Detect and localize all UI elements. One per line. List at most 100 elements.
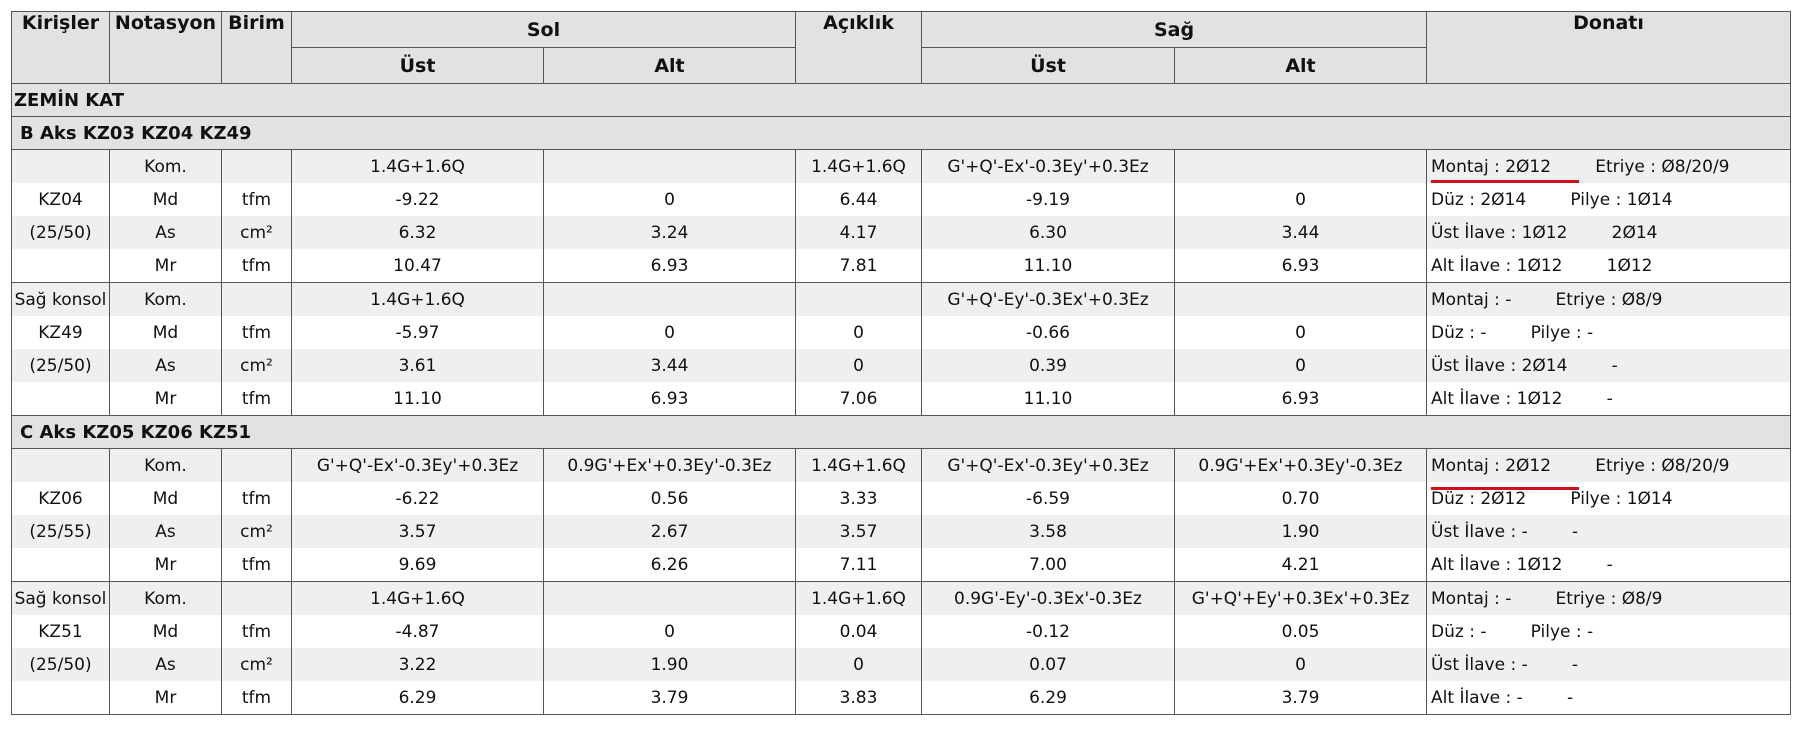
data-row: Kom. 1.4G+1.6Q 1.4G+1.6Q G'+Q'-Ex'-0.3Ey'+0… <box>11 149 1792 183</box>
empty-cell <box>11 681 110 715</box>
donati-text: Üst İlave : 1Ø12 <box>1431 222 1568 243</box>
cell: -6.59 <box>921 482 1175 515</box>
donati-cell: Üst İlave : 1Ø12 2Ø14 <box>1426 216 1792 249</box>
cell: 0 <box>1173 316 1428 349</box>
cell: 0.39 <box>921 349 1175 382</box>
cell: (25/55) <box>11 515 110 548</box>
cell: Mr <box>109 249 222 283</box>
cell: 9.69 <box>291 548 544 582</box>
cell: 0.9G'-Ey'-0.3Ex'-0.3Ez <box>921 581 1175 615</box>
cell: G'+Q'-Ex'-0.3Ey'+0.3Ez <box>291 448 544 482</box>
cell: 6.44 <box>795 183 922 216</box>
cell: -9.19 <box>921 183 1175 216</box>
cell: tfm <box>221 316 292 349</box>
data-row: Sağ konsol Kom. 1.4G+1.6Q G'+Q'-Ey'-0.3Ex'+… <box>11 282 1792 316</box>
donati-text: Alt İlave : 1Ø12 <box>1431 554 1563 575</box>
donati-text: - <box>1606 554 1613 575</box>
cell: 0 <box>795 316 922 349</box>
donati-text: Pilye : - <box>1530 322 1594 343</box>
empty-cell <box>1173 282 1428 316</box>
cell: cm² <box>221 648 292 681</box>
donati-text: Etriye : Ø8/20/9 <box>1595 455 1730 476</box>
donati-text: 2Ø14 <box>1611 222 1658 243</box>
donati-text: Üst İlave : - <box>1431 521 1528 542</box>
donati-cell: Alt İlave : - - <box>1426 681 1792 715</box>
cell: 0.9G'+Ex'+0.3Ey'-0.3Ez <box>543 448 796 482</box>
empty-cell <box>11 149 110 183</box>
cell: 2.67 <box>543 515 796 548</box>
cell: Md <box>109 615 222 648</box>
empty-cell <box>221 282 292 316</box>
cell: -6.22 <box>291 482 544 515</box>
cell: 3.22 <box>291 648 544 681</box>
cell: tfm <box>221 548 292 582</box>
cell: tfm <box>221 482 292 515</box>
donati-cell: Alt İlave : 1Ø12 1Ø12 <box>1426 249 1792 283</box>
cell: KZ04 <box>11 183 110 216</box>
cell: 3.24 <box>543 216 796 249</box>
cell: Mr <box>109 681 222 715</box>
donati-text: Alt İlave : 1Ø12 <box>1431 388 1563 409</box>
donati-cell: Üst İlave : 2Ø14 - <box>1426 349 1792 382</box>
header-cell: Sol <box>291 11 796 48</box>
empty-cell <box>11 249 110 283</box>
empty-cell <box>221 149 292 183</box>
cell: (25/50) <box>11 349 110 382</box>
data-row: (25/50) As cm² 3.61 3.44 0 0.39 0 Üst İlave : 2Ø… <box>11 349 1792 382</box>
empty-cell <box>1173 149 1428 183</box>
data-row: (25/55) As cm² 3.57 2.67 3.57 3.58 1.90 Üst İlav… <box>11 515 1792 548</box>
cell: 1.4G+1.6Q <box>795 149 922 183</box>
data-row: KZ51 Md tfm -4.87 0 0.04 -0.12 0.05 Düz : - Pilye… <box>11 615 1792 648</box>
donati-text: Düz : 2Ø12 <box>1431 488 1527 509</box>
header-cell: Birim <box>221 11 292 84</box>
cell: (25/50) <box>11 648 110 681</box>
cell: 0.9G'+Ex'+0.3Ey'-0.3Ez <box>1173 448 1428 482</box>
cell: 1.4G+1.6Q <box>795 448 922 482</box>
cell: Sağ konsol <box>11 581 110 615</box>
donati-text: - <box>1611 355 1618 376</box>
data-row: KZ49 Md tfm -5.97 0 0 -0.66 0 Düz : - Pilye : - <box>11 316 1792 349</box>
donati-cell: Montaj : - Etriye : Ø8/9 <box>1426 581 1792 615</box>
cell: 11.10 <box>921 382 1175 416</box>
cell: 4.17 <box>795 216 922 249</box>
empty-cell <box>543 282 796 316</box>
beam-table: Kirişler Notasyon Birim Sol Açıklık Sağ … <box>10 11 1792 715</box>
data-row: Mr tfm 6.29 3.79 3.83 6.29 3.79 Alt İlave : -- <box>11 681 1792 715</box>
cell: As <box>109 349 222 382</box>
cell: 0 <box>1173 349 1428 382</box>
cell: KZ06 <box>11 482 110 515</box>
cell: 7.81 <box>795 249 922 283</box>
donati-text: Montaj : - <box>1431 289 1512 310</box>
cell: tfm <box>221 681 292 715</box>
cell: 6.29 <box>921 681 1175 715</box>
donati-text: Pilye : 1Ø14 <box>1570 488 1673 509</box>
data-row: (25/50) As cm² 6.32 3.24 4.17 6.30 3.44 Üst İlav… <box>11 216 1792 249</box>
cell: 3.57 <box>795 515 922 548</box>
donati-cell: Montaj : 2Ø12 Etriye : Ø8/20/9 <box>1426 448 1792 482</box>
donati-cell: Düz : - Pilye : - <box>1426 316 1792 349</box>
data-row: Kom. G'+Q'-Ex'-0.3Ey'+0.3Ez 0.9G'+Ex'+0.3E… <box>11 448 1792 482</box>
cell: 1.4G+1.6Q <box>291 282 544 316</box>
donati-text: Pilye : - <box>1530 621 1594 642</box>
axis-title: C Aks KZ05 KZ06 KZ51 <box>10 415 1792 449</box>
cell: Kom. <box>109 282 222 316</box>
red-underline <box>1431 487 1579 490</box>
cell: -5.97 <box>291 316 544 349</box>
header-cell: Açıklık <box>795 11 922 84</box>
cell: As <box>109 515 222 548</box>
cell: 6.29 <box>291 681 544 715</box>
cell: Kom. <box>109 448 222 482</box>
subheader-cell: Alt <box>1173 47 1428 84</box>
cell: 1.4G+1.6Q <box>795 581 922 615</box>
cell: 3.58 <box>921 515 1175 548</box>
cell: 6.93 <box>1173 249 1428 283</box>
cell: 0.56 <box>543 482 796 515</box>
cell: Mr <box>109 382 222 416</box>
empty-cell <box>11 448 110 482</box>
header-cell: Kirişler <box>11 11 110 84</box>
cell: Kom. <box>109 149 222 183</box>
cell: cm² <box>221 349 292 382</box>
cell: KZ49 <box>11 316 110 349</box>
donati-text: Etriye : Ø8/9 <box>1555 289 1663 310</box>
cell: 3.57 <box>291 515 544 548</box>
